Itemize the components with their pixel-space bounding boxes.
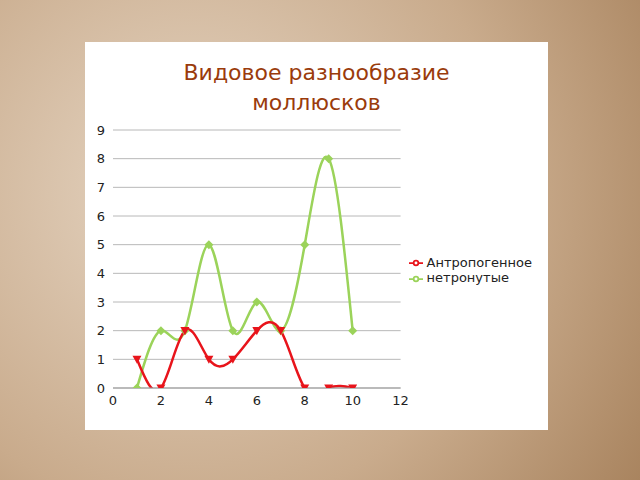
svg-text:6: 6 [253, 393, 261, 408]
svg-text:12: 12 [392, 393, 409, 408]
html-text:Антропогенное: Антропогенное [426, 254, 532, 270]
svg-text:9: 9 [97, 123, 105, 138]
svg-text:0: 0 [109, 393, 117, 408]
svg-text:3: 3 [97, 295, 105, 310]
svg-text:0: 0 [97, 381, 105, 396]
svg-text:10: 10 [344, 393, 361, 408]
html-text:нетронутые: нетронутые [426, 270, 509, 285]
svg-text:6: 6 [97, 209, 105, 224]
html-text:Видовое разнообразие моллюсков: Видовое разнообразие моллюсков [183, 60, 450, 115]
svg-text:4: 4 [97, 266, 105, 281]
svg-text:8: 8 [301, 393, 309, 408]
svg-text:5: 5 [97, 237, 105, 252]
svg-text:2: 2 [97, 323, 105, 338]
svg-text:1: 1 [97, 352, 105, 367]
svg-text:7: 7 [97, 180, 105, 195]
svg-text:4: 4 [205, 393, 213, 408]
svg-text:8: 8 [97, 151, 105, 166]
svg-text:2: 2 [157, 393, 165, 408]
